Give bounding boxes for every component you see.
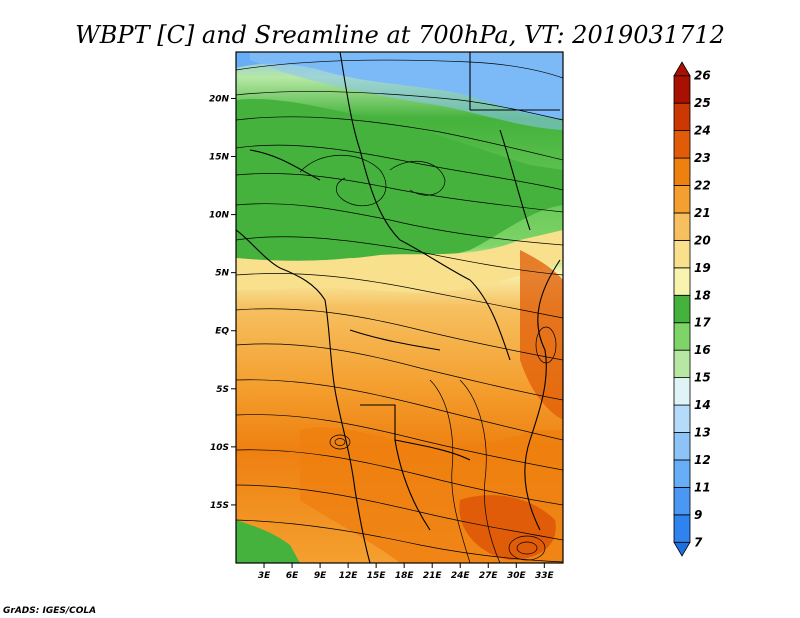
latitude-ticks: 20N 15N 10N 5N EQ 5S 10S 15S: [209, 94, 236, 511]
colorbar-swatch: [673, 75, 691, 104]
colorbar-swatch: [673, 294, 691, 324]
colorbar-swatch: [673, 377, 691, 406]
lon-tick-label: 15E: [367, 571, 387, 581]
grads-footer: GrADS: IGES/COLA: [3, 606, 96, 616]
map-frame: [235, 51, 564, 564]
colorbar: 7 9 11 12 13 14 15 16 17 18 19 20 21 22 23 24 25 26: [673, 61, 711, 557]
lat-tick-label: 15N: [209, 153, 230, 163]
colorbar-swatch: [673, 157, 691, 186]
colorbar-swatch: [673, 130, 691, 159]
colorbar-label: 22: [694, 179, 711, 193]
colorbar-label: 23: [694, 151, 711, 165]
lon-tick-label: 30E: [507, 571, 527, 581]
lon-tick-label: 12E: [339, 571, 359, 581]
lon-tick-label: 27E: [479, 571, 499, 581]
colorbar-swatch: [673, 432, 691, 461]
lat-tick-label: 15S: [210, 501, 229, 511]
colorbar-label: 7: [694, 535, 703, 549]
map-title: WBPT [C] and Sreamline at 700hPa, VT: 20…: [75, 21, 725, 49]
colorbar-swatch: [673, 267, 691, 296]
colorbar-swatch: [673, 349, 691, 379]
lat-tick-label: 5S: [216, 385, 229, 395]
colorbar-label: 13: [694, 426, 711, 440]
lon-tick-label: 6E: [286, 571, 299, 581]
wbpt-east-coast-orange: [520, 250, 563, 420]
wbpt-southwest-green: [236, 520, 300, 563]
lon-tick-label: 21E: [423, 571, 443, 581]
colorbar-label: 14: [694, 398, 711, 412]
colorbar-label: 11: [694, 480, 711, 494]
colorbar-swatch: [673, 459, 691, 488]
colorbar-label: 19: [694, 261, 711, 275]
colorbar-label: 26: [694, 69, 711, 83]
colorbar-label: 21: [694, 206, 711, 220]
lon-tick-label: 24E: [451, 571, 471, 581]
lon-tick-label: 3E: [258, 571, 271, 581]
colorbar-cap-high: [673, 61, 691, 77]
colorbar-swatch: [673, 322, 691, 351]
colorbar-label: 25: [694, 96, 711, 110]
lat-tick-label: 20N: [209, 94, 230, 104]
colorbar-swatch: [673, 185, 691, 214]
colorbar-label: 17: [694, 316, 711, 330]
colorbar-label: 24: [694, 124, 711, 138]
lat-tick-label: 10N: [209, 211, 230, 221]
map-panel: [236, 52, 563, 563]
lat-tick-label: 10S: [210, 443, 229, 453]
colorbar-swatch: [673, 239, 691, 269]
lat-tick-label: EQ: [215, 327, 229, 337]
longitude-ticks: 3E 6E 9E 12E 15E 18E 21E 24E 27E 30E 33E: [258, 563, 555, 581]
colorbar-label: 20: [694, 233, 711, 247]
colorbar-label: 15: [694, 371, 711, 385]
wbpt-green-zone: [236, 99, 563, 261]
colorbar-label: 16: [694, 343, 711, 357]
colorbar-swatch: [673, 404, 691, 433]
wbpt-yellow-band: [236, 230, 563, 293]
lon-tick-label: 18E: [395, 571, 415, 581]
colorbar-label: 18: [694, 288, 711, 302]
colorbar-label: 12: [694, 453, 711, 467]
colorbar-swatch: [673, 486, 691, 516]
streamlines: [236, 59, 563, 563]
lat-tick-label: 5N: [215, 269, 229, 279]
colorbar-swatch: [673, 102, 691, 132]
colorbar-label: 9: [694, 508, 702, 522]
colorbar-swatch: [673, 514, 691, 543]
lon-tick-label: 33E: [535, 571, 555, 581]
lon-tick-label: 9E: [314, 571, 327, 581]
colorbar-swatch: [673, 212, 691, 241]
colorbar-cap-low: [673, 541, 691, 557]
